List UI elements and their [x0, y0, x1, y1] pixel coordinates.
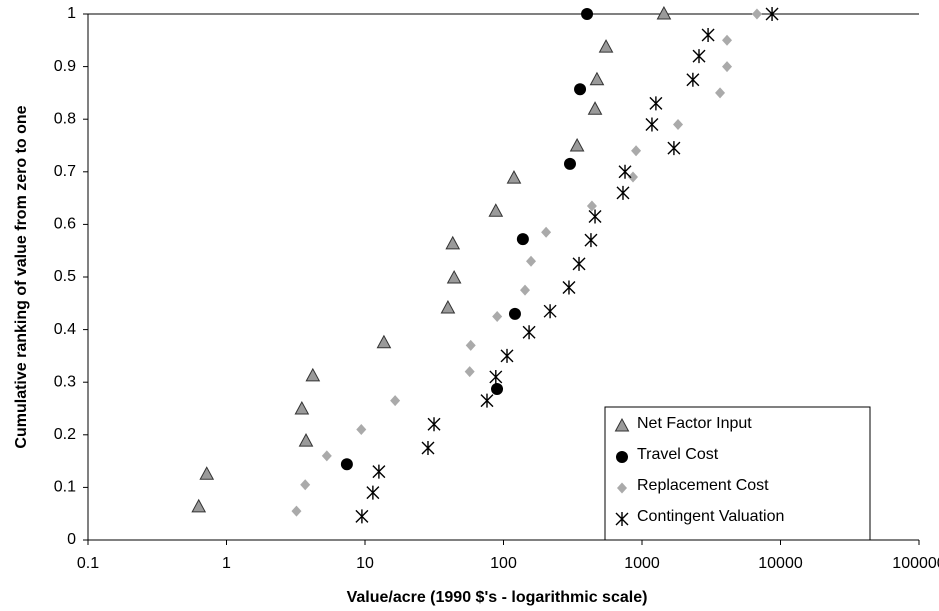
- marker: [541, 226, 552, 238]
- x-tick-label: 100000: [892, 555, 939, 572]
- marker: [305, 367, 321, 382]
- marker: [506, 170, 522, 184]
- marker: [355, 509, 369, 524]
- marker: [617, 482, 627, 494]
- marker: [491, 383, 504, 396]
- y-tick-label: 0.6: [54, 216, 76, 233]
- marker: [589, 71, 605, 86]
- marker: [645, 117, 659, 132]
- marker: [569, 137, 585, 152]
- y-tick-label: 0: [67, 531, 76, 548]
- marker: [492, 310, 503, 322]
- y-tick-label: 0.5: [54, 268, 76, 285]
- marker: [489, 369, 503, 384]
- y-tick-label: 0.3: [54, 373, 76, 390]
- marker: [543, 304, 557, 319]
- marker: [722, 34, 733, 46]
- marker: [587, 101, 603, 115]
- marker: [298, 433, 314, 447]
- marker: [488, 203, 504, 217]
- marker: [581, 8, 594, 20]
- x-tick-label: 10: [356, 555, 374, 572]
- x-tick-label: 0.1: [77, 555, 99, 572]
- marker: [616, 451, 628, 463]
- legend-label: Contingent Valuation: [637, 508, 784, 525]
- marker: [199, 466, 215, 480]
- y-tick-label: 0.9: [54, 58, 76, 75]
- marker: [584, 233, 598, 248]
- marker: [588, 209, 602, 224]
- marker: [563, 157, 576, 170]
- marker: [586, 200, 597, 212]
- marker: [686, 72, 700, 87]
- marker: [656, 5, 672, 20]
- legend-label: Travel Cost: [637, 446, 719, 463]
- y-axis-title: Cumulative ranking of value from zero to…: [13, 105, 30, 448]
- marker: [574, 83, 587, 96]
- legend-label: Replacement Cost: [637, 477, 769, 494]
- marker: [615, 512, 629, 526]
- y-tick-label: 0.2: [54, 426, 76, 443]
- x-tick-label: 10000: [758, 555, 803, 572]
- marker: [616, 185, 630, 200]
- marker: [291, 505, 302, 517]
- marker: [649, 96, 663, 111]
- marker: [446, 270, 462, 284]
- marker: [526, 255, 537, 267]
- x-tick-label: 1000: [624, 555, 660, 572]
- y-tick-label: 0.1: [54, 479, 76, 496]
- y-tick-label: 0.8: [54, 110, 76, 127]
- x-tick-label: 100: [490, 555, 517, 572]
- marker: [562, 280, 576, 295]
- y-tick-label: 0.4: [54, 321, 76, 338]
- marker: [366, 485, 380, 500]
- marker: [445, 235, 461, 250]
- marker: [372, 464, 386, 479]
- marker: [480, 393, 494, 408]
- x-axis-title: Value/acre (1990 $'s - logarithmic scale…: [347, 589, 648, 606]
- marker: [516, 233, 529, 246]
- marker: [294, 400, 310, 415]
- marker: [572, 256, 586, 271]
- marker: [751, 8, 762, 20]
- marker: [520, 284, 531, 296]
- marker: [618, 164, 632, 179]
- legend-label: Net Factor Input: [637, 415, 752, 432]
- marker: [598, 39, 614, 53]
- marker: [508, 307, 521, 320]
- marker: [300, 479, 311, 491]
- marker: [500, 348, 514, 363]
- marker: [340, 458, 353, 471]
- marker: [390, 395, 401, 407]
- marker: [722, 61, 733, 73]
- marker: [321, 450, 332, 462]
- marker: [440, 299, 456, 314]
- marker: [673, 118, 684, 130]
- marker: [631, 145, 642, 157]
- marker: [701, 28, 715, 43]
- marker: [614, 417, 630, 432]
- legend-box: [604, 406, 871, 541]
- marker: [191, 498, 207, 513]
- marker: [627, 171, 638, 183]
- marker: [376, 334, 392, 349]
- marker: [465, 339, 476, 351]
- marker: [356, 424, 367, 436]
- marker: [427, 417, 441, 432]
- marker: [464, 366, 475, 378]
- marker: [692, 49, 706, 64]
- marker: [715, 87, 726, 99]
- marker: [765, 7, 779, 21]
- y-tick-label: 0.7: [54, 163, 76, 180]
- y-tick-label: 1: [67, 5, 76, 22]
- x-tick-label: 1: [222, 555, 231, 572]
- marker: [667, 141, 681, 156]
- marker: [522, 325, 536, 340]
- marker: [421, 440, 435, 455]
